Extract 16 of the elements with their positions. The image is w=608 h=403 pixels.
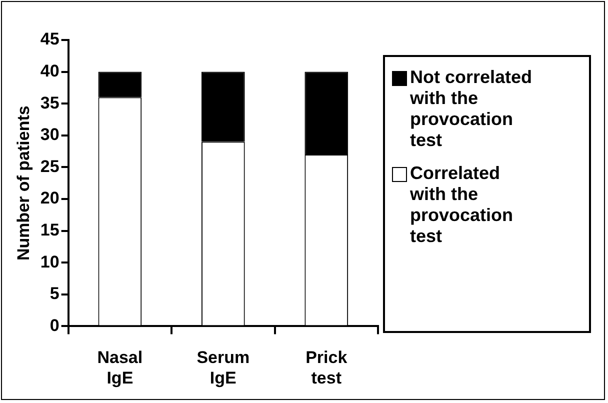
x-tick-label: Serum IgE xyxy=(196,348,250,388)
y-axis-title: Number of patients xyxy=(14,106,33,261)
x-tick-label: Prick test xyxy=(306,348,348,388)
y-tick-label: 40 xyxy=(40,61,60,80)
y-tick-label: 5 xyxy=(50,284,60,304)
y-tick-label: 30 xyxy=(40,125,60,144)
y-tick-label: 25 xyxy=(40,156,60,176)
x-tick-label: Nasal IgE xyxy=(97,348,143,388)
y-tick-label: 15 xyxy=(40,220,60,240)
y-tick-label: 35 xyxy=(40,93,60,112)
y-tick-label: 20 xyxy=(40,188,60,208)
y-tick-label: 0 xyxy=(50,316,60,335)
text: Correlated with the provocation test xyxy=(410,163,514,247)
y-tick-label: 10 xyxy=(40,252,60,272)
legend-label: Not correlated with the provocation test xyxy=(410,67,534,151)
y-tick-label: 45 xyxy=(40,30,60,49)
